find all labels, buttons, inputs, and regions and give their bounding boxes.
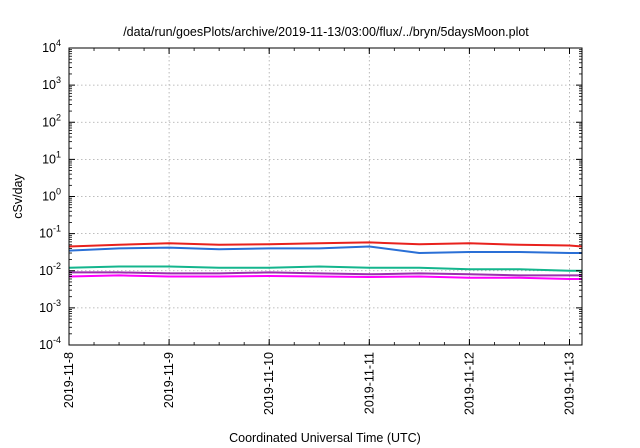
- chart-title: /data/run/goesPlots/archive/2019-11-13/0…: [123, 25, 529, 39]
- y-tick-label: 101: [42, 149, 61, 166]
- x-tick-label: 2019-11-8: [62, 352, 76, 408]
- y-tick-label: 10-1: [39, 224, 61, 241]
- x-tick-label: 2019-11-12: [462, 352, 476, 415]
- x-tick-labels: 2019-11-8 2019-11-9 2019-11-10 2019-11-11 20…: [62, 352, 576, 415]
- series-line-2: [68, 245, 582, 254]
- series-line-5: [68, 274, 582, 280]
- series-line-3: [68, 265, 582, 272]
- x-tick-label: 2019-11-13: [562, 352, 576, 415]
- y-tick-label: 103: [42, 75, 61, 92]
- y-tick-label: 10-2: [39, 261, 61, 278]
- series-group: [68, 241, 583, 280]
- x-tick-label: 2019-11-11: [362, 352, 376, 414]
- y-tick-label: 100: [42, 187, 61, 204]
- x-tick-label: 2019-11-9: [162, 352, 176, 408]
- y-tick-label: 104: [42, 38, 61, 55]
- y-tick-label: 102: [42, 112, 61, 129]
- series-line-4: [69, 271, 582, 277]
- series-line-1: [68, 241, 583, 248]
- y-tick-labels: 104 103 102 101 100 10-1 10-2 10-3 10-4: [39, 38, 61, 352]
- y-tick-label: 10-3: [39, 298, 61, 315]
- y-axis-label: cSv/day: [11, 174, 25, 219]
- grid: [69, 48, 582, 345]
- x-axis-label: Coordinated Universal Time (UTC): [229, 431, 421, 445]
- x-tick-label: 2019-11-10: [262, 352, 276, 415]
- y-tick-label: 10-4: [39, 335, 61, 352]
- ticks: [68, 47, 582, 346]
